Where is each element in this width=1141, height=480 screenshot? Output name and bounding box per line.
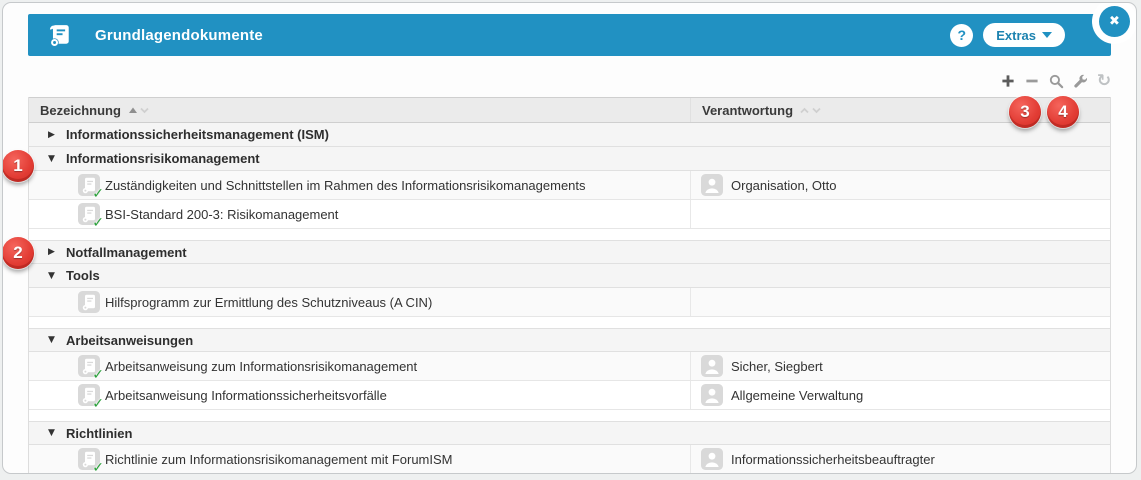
document-row[interactable]: ✓ Richtlinie zum Informationsrisikomanag… [29, 445, 1110, 473]
search-icon[interactable] [1048, 73, 1064, 89]
table-toolbar: ↻ [1000, 71, 1112, 91]
document-scroll-icon: ✓ [78, 174, 104, 202]
responsible-cell[interactable] [691, 288, 1110, 316]
document-scroll-icon: ✓ [78, 448, 104, 473]
document-cell[interactable]: ✓ Richtlinie zum Informationsrisikomanag… [29, 445, 691, 473]
document-cell[interactable]: ✓ Arbeitsanweisung zum Informationsrisik… [29, 352, 691, 383]
responsible-label: Organisation, Otto [731, 177, 837, 193]
extras-button[interactable]: Extras [983, 23, 1065, 47]
check-icon: ✓ [92, 396, 104, 412]
group-toggle-icon[interactable]: ▼ [48, 153, 55, 164]
document-row[interactable]: ✓ BSI-Standard 200-3: Risikomanagement [29, 200, 1110, 231]
document-cell[interactable]: Hilfsprogramm zur Ermittlung des Schutzn… [29, 288, 691, 316]
document-row[interactable]: Hilfsprogramm zur Ermittlung des Schutzn… [29, 288, 1110, 317]
group-label: Notfallmanagement [66, 244, 187, 260]
responsible-label: Informationssicherheitsbeauftragter [731, 451, 935, 467]
group-row[interactable]: ▼ Arbeitsanweisungen [29, 328, 1110, 352]
help-label: ? [957, 26, 967, 43]
column-label: Verantwortung [702, 102, 794, 118]
doc-label: Arbeitsanweisung zum Informationsrisikom… [105, 358, 418, 374]
table-body: ▶ Informationssicherheitsmanagement (ISM… [29, 123, 1110, 473]
person-icon [701, 384, 723, 406]
help-button[interactable]: ? [950, 23, 974, 47]
column-label: Bezeichnung [40, 102, 121, 118]
document-scroll-icon: ✓ [78, 203, 104, 231]
group-toggle-icon[interactable]: ▼ [48, 428, 55, 438]
check-icon: ✓ [92, 215, 104, 231]
column-header-verantwortung[interactable]: Verantwortung [691, 98, 1110, 122]
check-icon: ✓ [92, 367, 104, 383]
check-icon: ✓ [92, 460, 104, 474]
document-cell[interactable]: ✓ Arbeitsanweisung Informationssicherhei… [29, 381, 691, 412]
page-title: Grundlagendokumente [95, 26, 263, 44]
group-label: Richtlinien [66, 425, 133, 441]
group-label: Informationsrisikomanagement [66, 151, 260, 166]
doc-label: Hilfsprogramm zur Ermittlung des Schutzn… [105, 294, 433, 310]
document-row[interactable]: ✓ Zuständigkeiten und Schnittstellen im … [29, 171, 1110, 202]
annotation-badge-1: 1 [3, 150, 34, 182]
doc-label: Richtlinie zum Informationsrisikomanagem… [105, 451, 453, 467]
documents-table: Bezeichnung Verantwortung ▶ Informations… [28, 97, 1111, 473]
group-row[interactable]: ▼ Informationsrisikomanagement [29, 147, 1110, 171]
doc-label: BSI-Standard 200-3: Risikomanagement [105, 206, 339, 222]
responsible-cell[interactable] [691, 200, 1110, 228]
responsible-cell[interactable]: Sicher, Siegbert [691, 352, 1110, 380]
doc-label: Zuständigkeiten und Schnittstellen im Ra… [105, 177, 586, 193]
titlebar-actions: ? Extras [950, 23, 1065, 47]
person-icon [701, 355, 723, 377]
table-header-row: Bezeichnung Verantwortung [29, 97, 1110, 123]
window: Grundlagendokumente ? Extras ✖ [2, 2, 1137, 474]
group-toggle-icon[interactable]: ▼ [48, 270, 55, 281]
column-header-bezeichnung[interactable]: Bezeichnung [29, 98, 691, 122]
group-toggle-icon[interactable]: ▼ [48, 335, 55, 345]
group-spacer [29, 410, 1110, 421]
remove-icon[interactable] [1024, 73, 1040, 89]
document-row[interactable]: ✓ Arbeitsanweisung Informationssicherhei… [29, 381, 1110, 412]
responsible-label: Sicher, Siegbert [731, 358, 823, 374]
group-row[interactable]: ▶ Informationssicherheitsmanagement (ISM… [29, 123, 1110, 147]
close-icon: ✖ [1109, 14, 1120, 29]
group-spacer [29, 229, 1110, 240]
document-cell[interactable]: ✓ BSI-Standard 200-3: Risikomanagement [29, 200, 691, 231]
group-label: Informationssicherheitsmanagement (ISM) [66, 127, 329, 142]
document-cell[interactable]: ✓ Zuständigkeiten und Schnittstellen im … [29, 171, 691, 202]
annotation-badge-4: 4 [1047, 96, 1079, 128]
responsible-label: Allgemeine Verwaltung [731, 387, 864, 403]
group-toggle-icon[interactable]: ▶ [48, 129, 55, 140]
group-label: Arbeitsanweisungen [66, 332, 194, 348]
doc-label: Arbeitsanweisung Informationssicherheits… [105, 387, 387, 403]
annotation-badge-3: 3 [1009, 96, 1041, 128]
titlebar: Grundlagendokumente ? Extras [28, 14, 1111, 56]
group-row[interactable]: ▶ Notfallmanagement [29, 240, 1110, 264]
chevron-down-icon [1042, 32, 1052, 38]
refresh-icon[interactable]: ↻ [1096, 71, 1112, 91]
group-spacer [29, 317, 1110, 328]
responsible-cell[interactable]: Allgemeine Verwaltung [691, 381, 1110, 409]
document-row[interactable]: ✓ Arbeitsanweisung zum Informationsrisik… [29, 352, 1110, 383]
person-icon [701, 448, 723, 470]
sort-neutral-icon [800, 107, 821, 113]
annotation-badge-2: 2 [3, 237, 34, 269]
wrench-icon[interactable] [1072, 73, 1088, 89]
add-icon[interactable] [1000, 73, 1016, 89]
group-row[interactable]: ▼ Richtlinien [29, 421, 1110, 445]
responsible-cell[interactable]: Informationssicherheitsbeauftragter [691, 445, 1110, 473]
group-row[interactable]: ▼ Tools [29, 264, 1110, 288]
scroll-document-icon [49, 24, 69, 47]
group-toggle-icon[interactable]: ▶ [48, 247, 55, 257]
sort-asc-icon [128, 107, 149, 113]
person-icon [701, 174, 723, 196]
extras-label: Extras [996, 27, 1036, 43]
group-label: Tools [66, 268, 100, 283]
document-scroll-icon: ✓ [78, 384, 104, 412]
document-scroll-icon [78, 291, 100, 313]
close-button[interactable]: ✖ [1099, 6, 1130, 37]
responsible-cell[interactable]: Organisation, Otto [691, 171, 1110, 199]
check-icon: ✓ [92, 186, 104, 202]
document-scroll-icon: ✓ [78, 355, 104, 383]
